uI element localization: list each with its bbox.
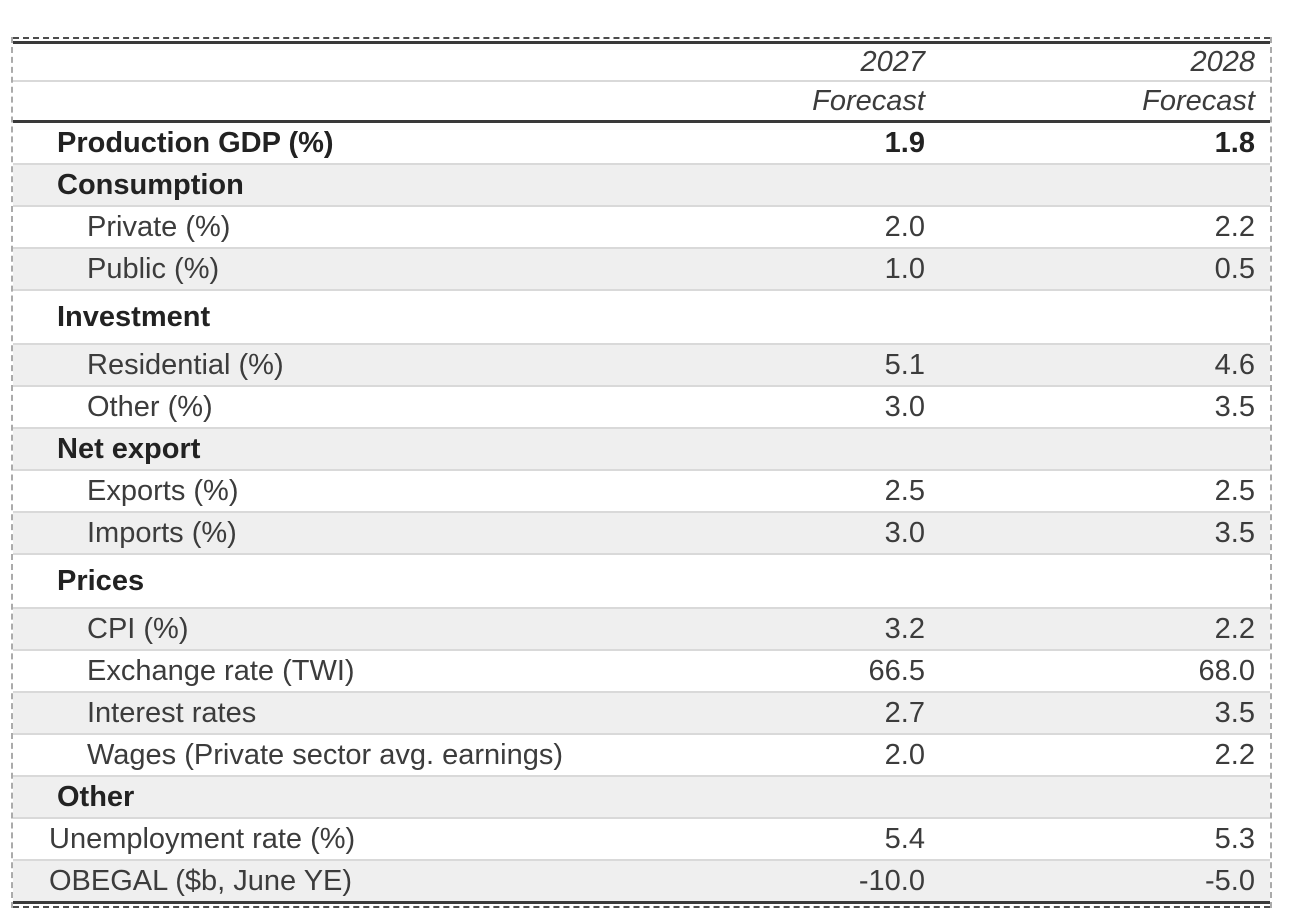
- value-2028: -5.0: [1205, 864, 1255, 897]
- forecast-header-row: Forecast Forecast: [13, 82, 1270, 120]
- year-2028-header: 2028: [1190, 45, 1255, 78]
- forecast-2028-header: Forecast: [1142, 84, 1255, 117]
- value-2028: 0.5: [1214, 252, 1255, 285]
- header-rule: [13, 120, 1270, 123]
- top-rule: [13, 41, 1270, 44]
- row-label: Other: [57, 780, 135, 813]
- value-2027: -10.0: [858, 864, 925, 897]
- row-label: Prices: [57, 564, 145, 597]
- table-row: Wages (Private sector avg. earnings) 2.0 2…: [13, 735, 1270, 777]
- bottom-rule: [13, 901, 1270, 904]
- top-dashed-border: [13, 37, 1270, 39]
- table-rows: Production GDP (%) 1.9 1.8 Consumption Priva…: [13, 123, 1270, 901]
- table-row: Other: [13, 777, 1270, 819]
- table-row: Imports (%) 3.0 3.5: [13, 513, 1270, 555]
- value-2027: 2.7: [884, 696, 925, 729]
- table-row: Net export: [13, 429, 1270, 471]
- row-label: Public (%): [87, 252, 220, 285]
- value-2028: 2.2: [1214, 738, 1255, 771]
- value-2028: 2.2: [1214, 612, 1255, 645]
- year-header-row: 2027 2028: [13, 44, 1270, 82]
- row-label: Production GDP (%): [57, 126, 334, 159]
- table-row: CPI (%) 3.2 2.2: [13, 609, 1270, 651]
- table-row: Residential (%) 5.1 4.6: [13, 345, 1270, 387]
- table-row: Interest rates 2.7 3.5: [13, 693, 1270, 735]
- bottom-dashed-border: [13, 906, 1270, 908]
- value-2028: 3.5: [1214, 390, 1255, 423]
- value-2027: 3.0: [884, 516, 925, 549]
- value-2027: 3.0: [884, 390, 925, 423]
- table-row: OBEGAL ($b, June YE) -10.0 -5.0: [13, 861, 1270, 901]
- forecast-2027-header: Forecast: [812, 84, 925, 117]
- value-2028: 5.3: [1214, 822, 1255, 855]
- row-label: OBEGAL ($b, June YE): [49, 864, 353, 897]
- table-row: Exports (%) 2.5 2.5: [13, 471, 1270, 513]
- row-label: Private (%): [87, 210, 231, 243]
- row-label: Consumption: [57, 168, 244, 201]
- row-label: CPI (%): [87, 612, 189, 645]
- year-2027-header: 2027: [860, 45, 925, 78]
- value-2027: 1.0: [884, 252, 925, 285]
- row-label: Other (%): [87, 390, 213, 423]
- row-label: Exchange rate (TWI): [87, 654, 355, 687]
- value-2028: 1.8: [1214, 126, 1255, 159]
- value-2027: 5.1: [884, 348, 925, 381]
- value-2027: 1.9: [884, 126, 925, 159]
- row-label: Residential (%): [87, 348, 284, 381]
- table-row: Public (%) 1.0 0.5: [13, 249, 1270, 291]
- value-2027: 2.5: [884, 474, 925, 507]
- table-row: Exchange rate (TWI) 66.5 68.0: [13, 651, 1270, 693]
- value-2028: 2.2: [1214, 210, 1255, 243]
- table-row: Private (%) 2.0 2.2: [13, 207, 1270, 249]
- row-label: Unemployment rate (%): [49, 822, 356, 855]
- row-label: Net export: [57, 432, 201, 465]
- value-2027: 2.0: [884, 210, 925, 243]
- value-2028: 68.0: [1198, 654, 1255, 687]
- row-label: Exports (%): [87, 474, 239, 507]
- value-2028: 4.6: [1214, 348, 1255, 381]
- forecast-table: 2027 2028 Forecast Forecast Production G…: [11, 37, 1272, 908]
- table-row: Other (%) 3.0 3.5: [13, 387, 1270, 429]
- value-2028: 3.5: [1214, 696, 1255, 729]
- value-2027: 66.5: [868, 654, 925, 687]
- table-row: Investment: [13, 291, 1270, 345]
- row-label: Imports (%): [87, 516, 237, 549]
- value-2028: 3.5: [1214, 516, 1255, 549]
- value-2027: 3.2: [884, 612, 925, 645]
- table-row: Prices: [13, 555, 1270, 609]
- table-row: Consumption: [13, 165, 1270, 207]
- row-label: Investment: [57, 300, 211, 333]
- value-2027: 5.4: [884, 822, 925, 855]
- value-2028: 2.5: [1214, 474, 1255, 507]
- value-2027: 2.0: [884, 738, 925, 771]
- table-row: Unemployment rate (%) 5.4 5.3: [13, 819, 1270, 861]
- table-row: Production GDP (%) 1.9 1.8: [13, 123, 1270, 165]
- row-label: Interest rates: [87, 696, 257, 729]
- row-label: Wages (Private sector avg. earnings): [87, 738, 564, 771]
